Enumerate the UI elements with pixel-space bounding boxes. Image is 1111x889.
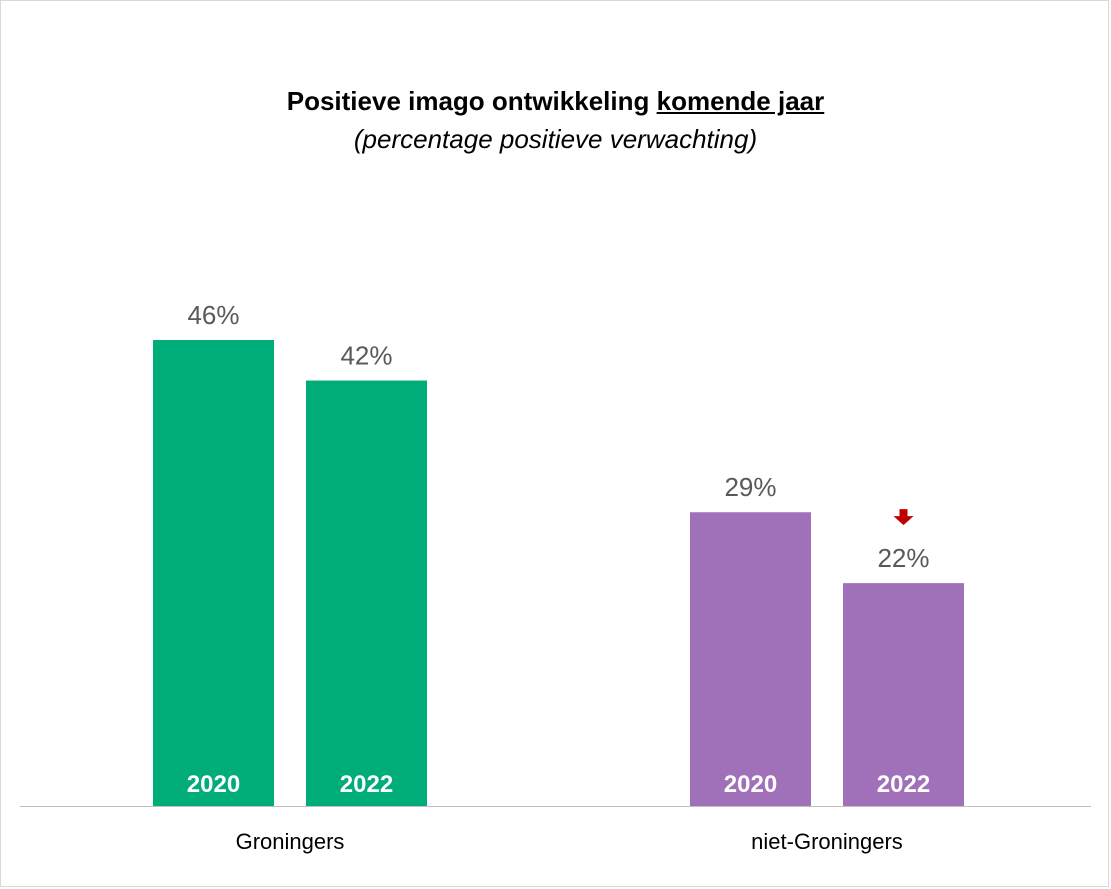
- chart-title: Positieve imago ontwikkeling komende jaa…: [0, 86, 1111, 117]
- chart-title-main: Positieve imago ontwikkeling: [286, 86, 650, 116]
- bar-niet-groningers-2022: [843, 583, 964, 806]
- chart-title-underlined: komende jaar: [656, 86, 825, 116]
- category-label-groningers: Groningers: [236, 829, 345, 854]
- decrease-arrow-icon: [893, 509, 914, 526]
- data-label-groningers-2020: 46%: [187, 300, 239, 330]
- bar-niet-groningers-2020: [690, 512, 811, 806]
- bar-groningers-2020: [153, 340, 274, 806]
- data-label-groningers-2022: 42%: [340, 341, 392, 371]
- bar-year-label-niet-groningers-2022: 2022: [877, 771, 930, 798]
- chart-subtitle: (percentage positieve verwachting): [353, 124, 758, 154]
- bar-year-label-groningers-2020: 2020: [187, 771, 240, 798]
- data-label-niet-groningers-2022: 22%: [877, 543, 929, 573]
- data-label-niet-groningers-2020: 29%: [724, 472, 776, 502]
- bar-year-label-niet-groningers-2020: 2020: [724, 771, 777, 798]
- bar-year-label-groningers-2022: 2022: [340, 771, 393, 798]
- bar-groningers-2022: [306, 380, 427, 806]
- category-label-niet-groningers: niet-Groningers: [751, 829, 903, 854]
